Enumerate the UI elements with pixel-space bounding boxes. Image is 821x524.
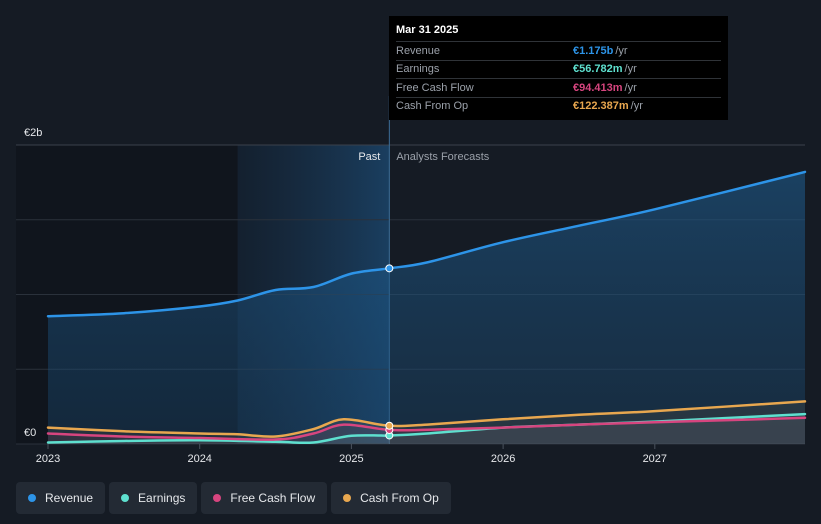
tooltip-row-earnings: Earnings €56.782m /yr <box>396 59 721 79</box>
tooltip-value: €56.782m <box>573 63 623 76</box>
tooltip-value: €1.175b <box>573 44 614 57</box>
cash-from-op-marker <box>385 421 394 430</box>
cash-from-op-area <box>48 401 805 444</box>
x-tick-label: 2025 <box>339 453 363 465</box>
legend-item-cash-from-op[interactable]: Cash From Op <box>331 482 451 514</box>
tooltip-unit: /yr <box>624 81 637 94</box>
legend-dot-icon <box>343 494 352 502</box>
tooltip-value: €122.387m <box>573 100 629 113</box>
x-tick-label: 2026 <box>491 453 515 465</box>
revenue-marker <box>385 264 394 273</box>
tooltip-row-free-cash-flow: Free Cash Flow €94.413m /yr <box>396 78 721 97</box>
tooltip-label: Cash From Op <box>396 100 469 113</box>
legend-item-free-cash-flow[interactable]: Free Cash Flow <box>201 482 328 514</box>
revenue-area <box>48 171 805 444</box>
x-tick-label: 2023 <box>36 453 60 465</box>
tooltip-unit: /yr <box>615 44 628 57</box>
free-cash-flow-line <box>46 416 807 441</box>
tooltip-label: Earnings <box>396 63 440 76</box>
forecast-label: Analysts Forecasts <box>396 151 489 163</box>
tooltip-row-revenue: Revenue €1.175b /yr <box>396 41 721 60</box>
y-axis-top-label: €2b <box>24 127 42 139</box>
legend-label: Cash From Op <box>360 491 439 505</box>
legend-label: Earnings <box>138 491 186 505</box>
legend: Revenue Earnings Free Cash Flow Cash Fro… <box>16 482 451 514</box>
legend-dot-icon <box>28 494 36 502</box>
tooltip-row-cash-from-op: Cash From Op €122.387m /yr <box>396 96 721 116</box>
cash-from-op-line <box>46 400 807 438</box>
legend-dot-icon <box>213 494 222 502</box>
tooltip: Mar 31 2025 Revenue €1.175b /yr Earnings… <box>389 16 728 120</box>
tooltip-value: €94.413m <box>573 81 623 94</box>
legend-dot-icon <box>121 494 130 502</box>
legend-item-revenue[interactable]: Revenue <box>16 482 106 514</box>
earnings-area <box>48 414 805 444</box>
x-tick-label: 2024 <box>187 453 211 465</box>
y-axis-bottom-label: €0 <box>24 427 36 439</box>
legend-label: Revenue <box>45 491 94 505</box>
tooltip-unit: /yr <box>630 100 643 113</box>
x-tick-label: 2027 <box>643 453 667 465</box>
tooltip-label: Free Cash Flow <box>396 81 474 94</box>
tooltip-label: Revenue <box>396 44 441 57</box>
legend-label: Free Cash Flow <box>230 491 316 505</box>
tooltip-unit: /yr <box>624 63 637 76</box>
past-label: Past <box>358 151 380 163</box>
tooltip-date: Mar 31 2025 <box>396 24 459 36</box>
legend-item-earnings[interactable]: Earnings <box>109 482 198 514</box>
revenue-line <box>46 170 807 318</box>
